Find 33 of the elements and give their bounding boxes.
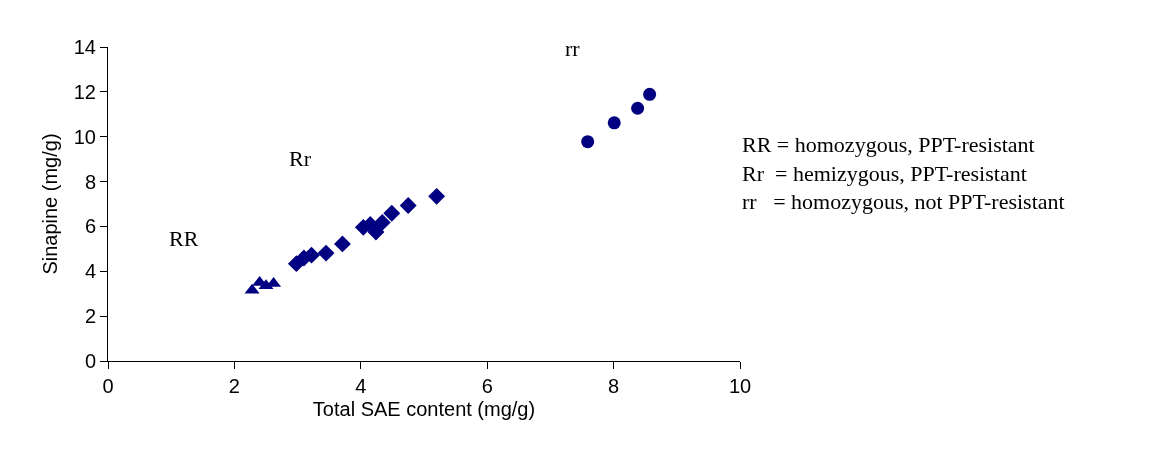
y-tick-label: 14 [73,36,96,58]
point [383,204,401,222]
point [607,116,621,130]
y-tick-label: 6 [84,215,96,238]
x-tick-label: 4 [355,375,367,397]
y-tick-label: 12 [73,80,96,103]
y-tick-label: 0 [84,350,96,372]
x-tick-label: 0 [102,375,114,397]
x-tick-label: 2 [228,375,240,397]
point [334,235,351,253]
x-tick-label: 8 [608,375,620,397]
point [367,223,385,241]
y-axis-title: Sinapine (mg/g) [39,133,62,275]
annotation: rr [565,36,581,61]
text: RR = homozygous, PPT-resistant [742,132,1035,157]
point [631,101,645,115]
y-tick-label: 10 [73,125,96,148]
y-tick-label: 4 [84,260,96,283]
y-tick-label: 8 [84,170,96,193]
y-tick-label: 2 [84,305,96,328]
x-tick-label: 10 [728,375,752,397]
annotation: RR [169,226,199,251]
point [428,187,446,205]
point [581,135,595,149]
x-axis-title: Total SAE content (mg/g) [312,397,536,420]
text: Rr = hemizygous, PPT-resistant [742,160,1027,186]
point [399,197,417,215]
text: rr = homozygous, not PPT-resistant [742,189,1065,215]
point [373,213,391,231]
annotation: Rr [289,146,312,171]
x-tick-label: 6 [481,375,493,397]
point [643,87,657,101]
point [317,244,335,262]
